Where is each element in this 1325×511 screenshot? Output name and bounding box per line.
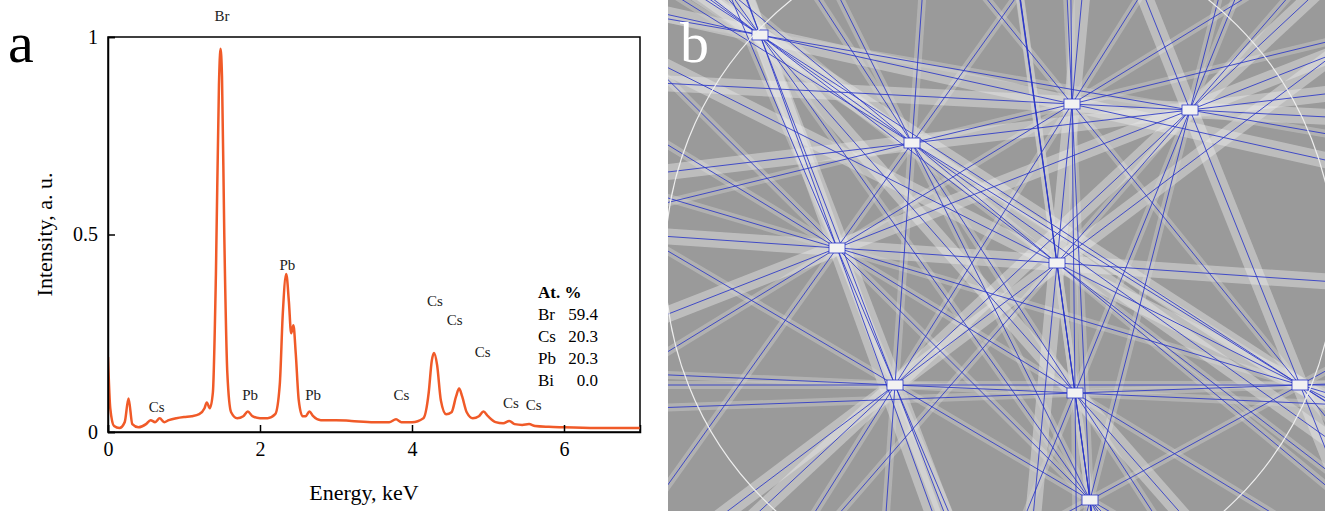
composition-table: At. % Br 59.4 Cs 20.3 Pb 20.3 Bi 0.0 bbox=[538, 283, 599, 390]
panel-label: a bbox=[8, 10, 34, 75]
indexed-line bbox=[668, 0, 1325, 511]
pattern-image bbox=[668, 0, 1325, 511]
y-tick-label: 0.5 bbox=[73, 223, 98, 245]
indexed-line bbox=[1056, 0, 1087, 511]
peak-label: Pb bbox=[279, 257, 295, 273]
zone-marker bbox=[1049, 258, 1065, 268]
indexed-line bbox=[668, 385, 1325, 386]
table-value: 20.3 bbox=[568, 349, 598, 368]
table-element: Pb bbox=[538, 349, 556, 368]
peak-label: Cs bbox=[503, 395, 519, 411]
y-tick: 0 bbox=[88, 421, 115, 443]
x-tick-mark bbox=[412, 425, 414, 432]
indexed-line bbox=[668, 0, 1325, 511]
y-tick-mark bbox=[108, 37, 115, 39]
table-element: Br bbox=[538, 305, 555, 324]
y-tick: 1 bbox=[88, 26, 115, 48]
indexed-line bbox=[668, 0, 1325, 511]
y-tick: 0.5 bbox=[73, 223, 115, 245]
x-tick-label: 6 bbox=[560, 438, 570, 460]
x-tick: 6 bbox=[560, 425, 570, 460]
indexed-line bbox=[668, 0, 1325, 368]
spectrum-line bbox=[108, 49, 640, 428]
peak-label: Cs bbox=[149, 399, 165, 415]
plot-area bbox=[108, 49, 640, 428]
peak-label: Pb bbox=[242, 387, 258, 403]
indexed-line bbox=[668, 146, 1325, 350]
table-element: Cs bbox=[538, 327, 556, 346]
indexed-line bbox=[668, 0, 1325, 511]
zone-marker bbox=[887, 380, 903, 390]
indexed-line bbox=[668, 0, 1325, 511]
peak-labels: CsBrPbPbPbCsCsCsCsCsCs bbox=[149, 8, 542, 415]
table-value: 0.0 bbox=[577, 371, 598, 390]
zone-marker bbox=[904, 138, 920, 148]
table-title: At. % bbox=[538, 283, 581, 302]
panel-a: 024600.51Energy, keVIntensity, a. u.aCsB… bbox=[8, 8, 641, 505]
table-element: Bi bbox=[538, 371, 554, 390]
peak-label: Br bbox=[215, 8, 230, 24]
peak-label: Cs bbox=[475, 344, 491, 360]
indexed-line bbox=[668, 0, 1325, 511]
peak-label: Cs bbox=[393, 387, 409, 403]
y-axis: 00.51 bbox=[73, 26, 115, 443]
panel-b: b bbox=[0, 0, 1325, 511]
zone-marker bbox=[1182, 105, 1198, 115]
peak-label: Cs bbox=[427, 293, 443, 309]
zone-marker bbox=[1067, 388, 1083, 398]
peak-label: Cs bbox=[447, 312, 463, 328]
y-axis-line bbox=[109, 38, 116, 433]
x-tick: 4 bbox=[408, 425, 418, 460]
indexed-line bbox=[668, 340, 1325, 447]
x-tick-mark bbox=[260, 425, 262, 432]
zone-marker bbox=[1064, 99, 1080, 109]
y-tick-label: 1 bbox=[88, 26, 98, 48]
x-axis: 0 2 4 6 bbox=[104, 425, 641, 460]
x-axis-title: Energy, keV bbox=[309, 480, 418, 505]
figure: 024600.51Energy, keVIntensity, a. u.aCsB… bbox=[0, 0, 1325, 511]
y-tick-mark bbox=[108, 432, 115, 434]
x-axis-line bbox=[109, 425, 641, 433]
zone-marker bbox=[829, 243, 845, 253]
x-tick-label: 0 bbox=[104, 438, 114, 460]
x-tick-mark bbox=[564, 425, 566, 432]
indexed-line bbox=[867, 0, 1283, 511]
indexed-line bbox=[817, 0, 1325, 511]
peak-label: Cs bbox=[526, 397, 542, 413]
zone-marker bbox=[1082, 495, 1098, 505]
x-tick: 2 bbox=[256, 425, 266, 460]
x-tick-label: 2 bbox=[256, 438, 266, 460]
peak-label: Pb bbox=[305, 387, 321, 403]
table-value: 20.3 bbox=[568, 327, 598, 346]
zone-marker bbox=[1292, 380, 1308, 390]
panel-label: b bbox=[680, 10, 709, 75]
y-tick-label: 0 bbox=[88, 421, 98, 443]
x-tick-label: 4 bbox=[408, 438, 418, 460]
indexed-line bbox=[668, 0, 1325, 459]
plot-frame bbox=[108, 37, 640, 432]
indexed-line bbox=[668, 0, 1325, 511]
detector-circle bbox=[668, 0, 1325, 511]
table-value: 59.4 bbox=[568, 305, 598, 324]
indexed-line bbox=[1004, 0, 1140, 511]
y-axis-title: Intensity, a. u. bbox=[32, 173, 57, 297]
indexed-line bbox=[668, 0, 1325, 428]
y-tick-mark bbox=[108, 234, 115, 236]
